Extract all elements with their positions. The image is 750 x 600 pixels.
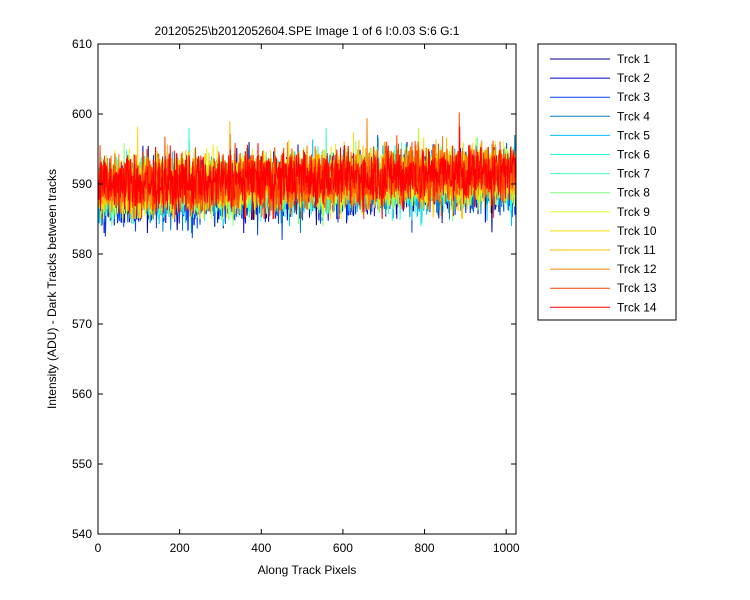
- x-tick-label: 0: [95, 541, 102, 555]
- legend-label-5: Trck 5: [617, 128, 650, 142]
- legend-label-11: Trck 11: [617, 243, 656, 257]
- legend-label-10: Trck 10: [617, 224, 657, 238]
- legend-label-4: Trck 4: [617, 109, 650, 123]
- x-tick-label: 600: [333, 541, 353, 555]
- axis-ticks: 0 200 400 600 800 1000 540 550 560 570 580 590 600 61…: [72, 37, 520, 555]
- y-tick-label: 600: [72, 107, 92, 121]
- y-tick-label: 610: [72, 37, 92, 51]
- series-line-14: [97, 126, 517, 220]
- y-tick-label: 550: [72, 457, 92, 471]
- x-axis-label: Along Track Pixels: [258, 563, 357, 577]
- legend-label-2: Trck 2: [617, 71, 650, 85]
- y-axis-label: Intensity (ADU) - Dark Tracks between tr…: [45, 169, 59, 409]
- y-tick-label: 580: [72, 247, 92, 261]
- legend-label-3: Trck 3: [617, 90, 650, 104]
- x-tick-label: 400: [251, 541, 271, 555]
- legend-label-8: Trck 8: [617, 186, 650, 200]
- legend-label-9: Trck 9: [617, 205, 650, 219]
- legend-label-13: Trck 13: [617, 281, 657, 295]
- y-tick-label: 560: [72, 387, 92, 401]
- legend-label-7: Trck 7: [617, 167, 650, 181]
- legend: Trck 1 Trck 2 Trck 3 Trck 4 Trck 5 Trck 6 Trck…: [537, 43, 677, 321]
- y-tick-label: 570: [72, 317, 92, 331]
- x-tick-label: 800: [415, 541, 435, 555]
- x-tick-label: 200: [170, 541, 190, 555]
- legend-label-14: Trck 14: [617, 300, 657, 314]
- legend-label-12: Trck 12: [617, 262, 657, 276]
- x-tick-label: 1000: [493, 541, 520, 555]
- axes-box: [97, 43, 517, 535]
- legend-label-6: Trck 6: [617, 148, 650, 162]
- y-tick-label: 540: [72, 527, 92, 541]
- y-tick-label: 590: [72, 177, 92, 191]
- legend-box: [537, 43, 677, 321]
- series-lines: [97, 112, 517, 241]
- chart-title: 20120525\b2012052604.SPE Image 1 of 6 I:…: [155, 24, 460, 38]
- legend-label-1: Trck 1: [617, 52, 650, 66]
